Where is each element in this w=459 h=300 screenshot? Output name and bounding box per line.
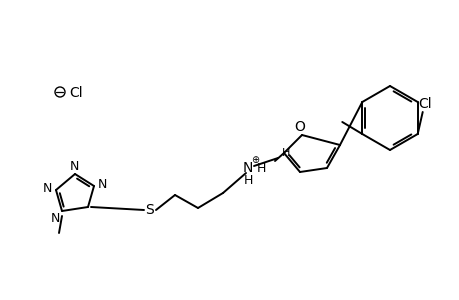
Text: H: H: [281, 148, 290, 158]
Text: N: N: [42, 182, 51, 194]
Text: N: N: [242, 161, 252, 175]
Text: Cl: Cl: [69, 86, 83, 100]
Text: O: O: [294, 120, 305, 134]
Text: N: N: [69, 160, 78, 172]
Text: Cl: Cl: [417, 97, 431, 111]
Text: H: H: [243, 175, 252, 188]
Text: N: N: [50, 212, 60, 226]
Text: H: H: [256, 161, 265, 175]
Text: S: S: [146, 203, 154, 217]
Text: N: N: [97, 178, 106, 190]
Text: ⊕: ⊕: [251, 155, 258, 165]
